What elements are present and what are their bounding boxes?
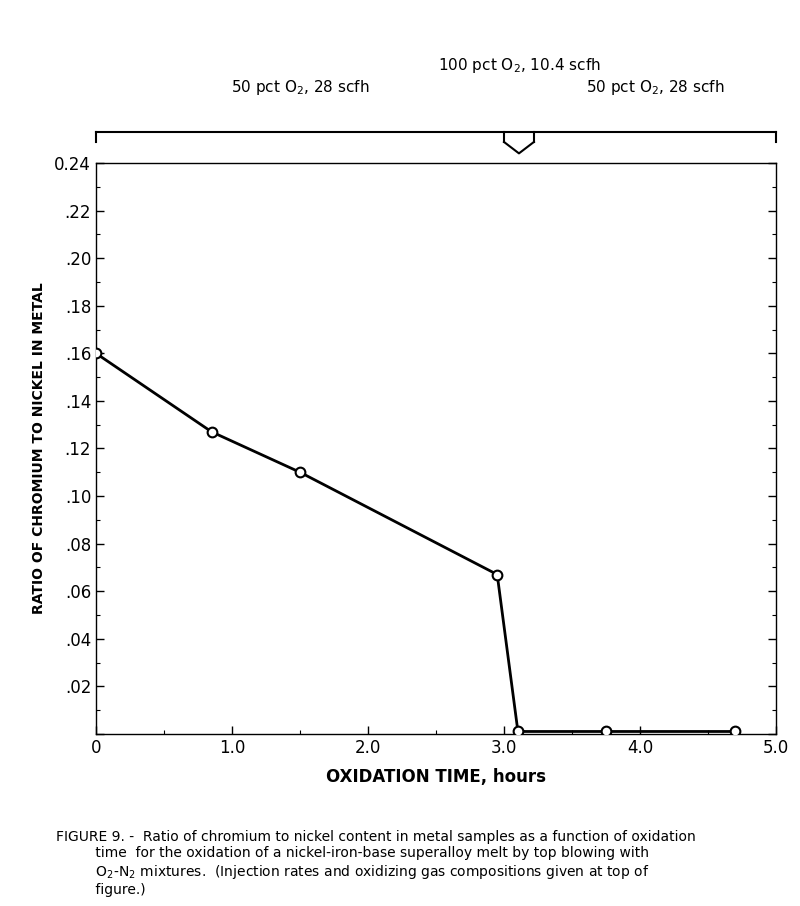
Y-axis label: RATIO OF CHROMIUM TO NICKEL IN METAL: RATIO OF CHROMIUM TO NICKEL IN METAL: [32, 283, 46, 614]
Text: 100 pct O$_2$, 10.4 scfh: 100 pct O$_2$, 10.4 scfh: [438, 55, 600, 74]
Text: FIGURE 9. -  Ratio of chromium to nickel content in metal samples as a function : FIGURE 9. - Ratio of chromium to nickel …: [56, 830, 696, 897]
Text: 50 pct O$_2$, 28 scfh: 50 pct O$_2$, 28 scfh: [586, 79, 724, 98]
Text: 50 pct O$_2$, 28 scfh: 50 pct O$_2$, 28 scfh: [230, 79, 370, 98]
X-axis label: OXIDATION TIME, hours: OXIDATION TIME, hours: [326, 767, 546, 786]
